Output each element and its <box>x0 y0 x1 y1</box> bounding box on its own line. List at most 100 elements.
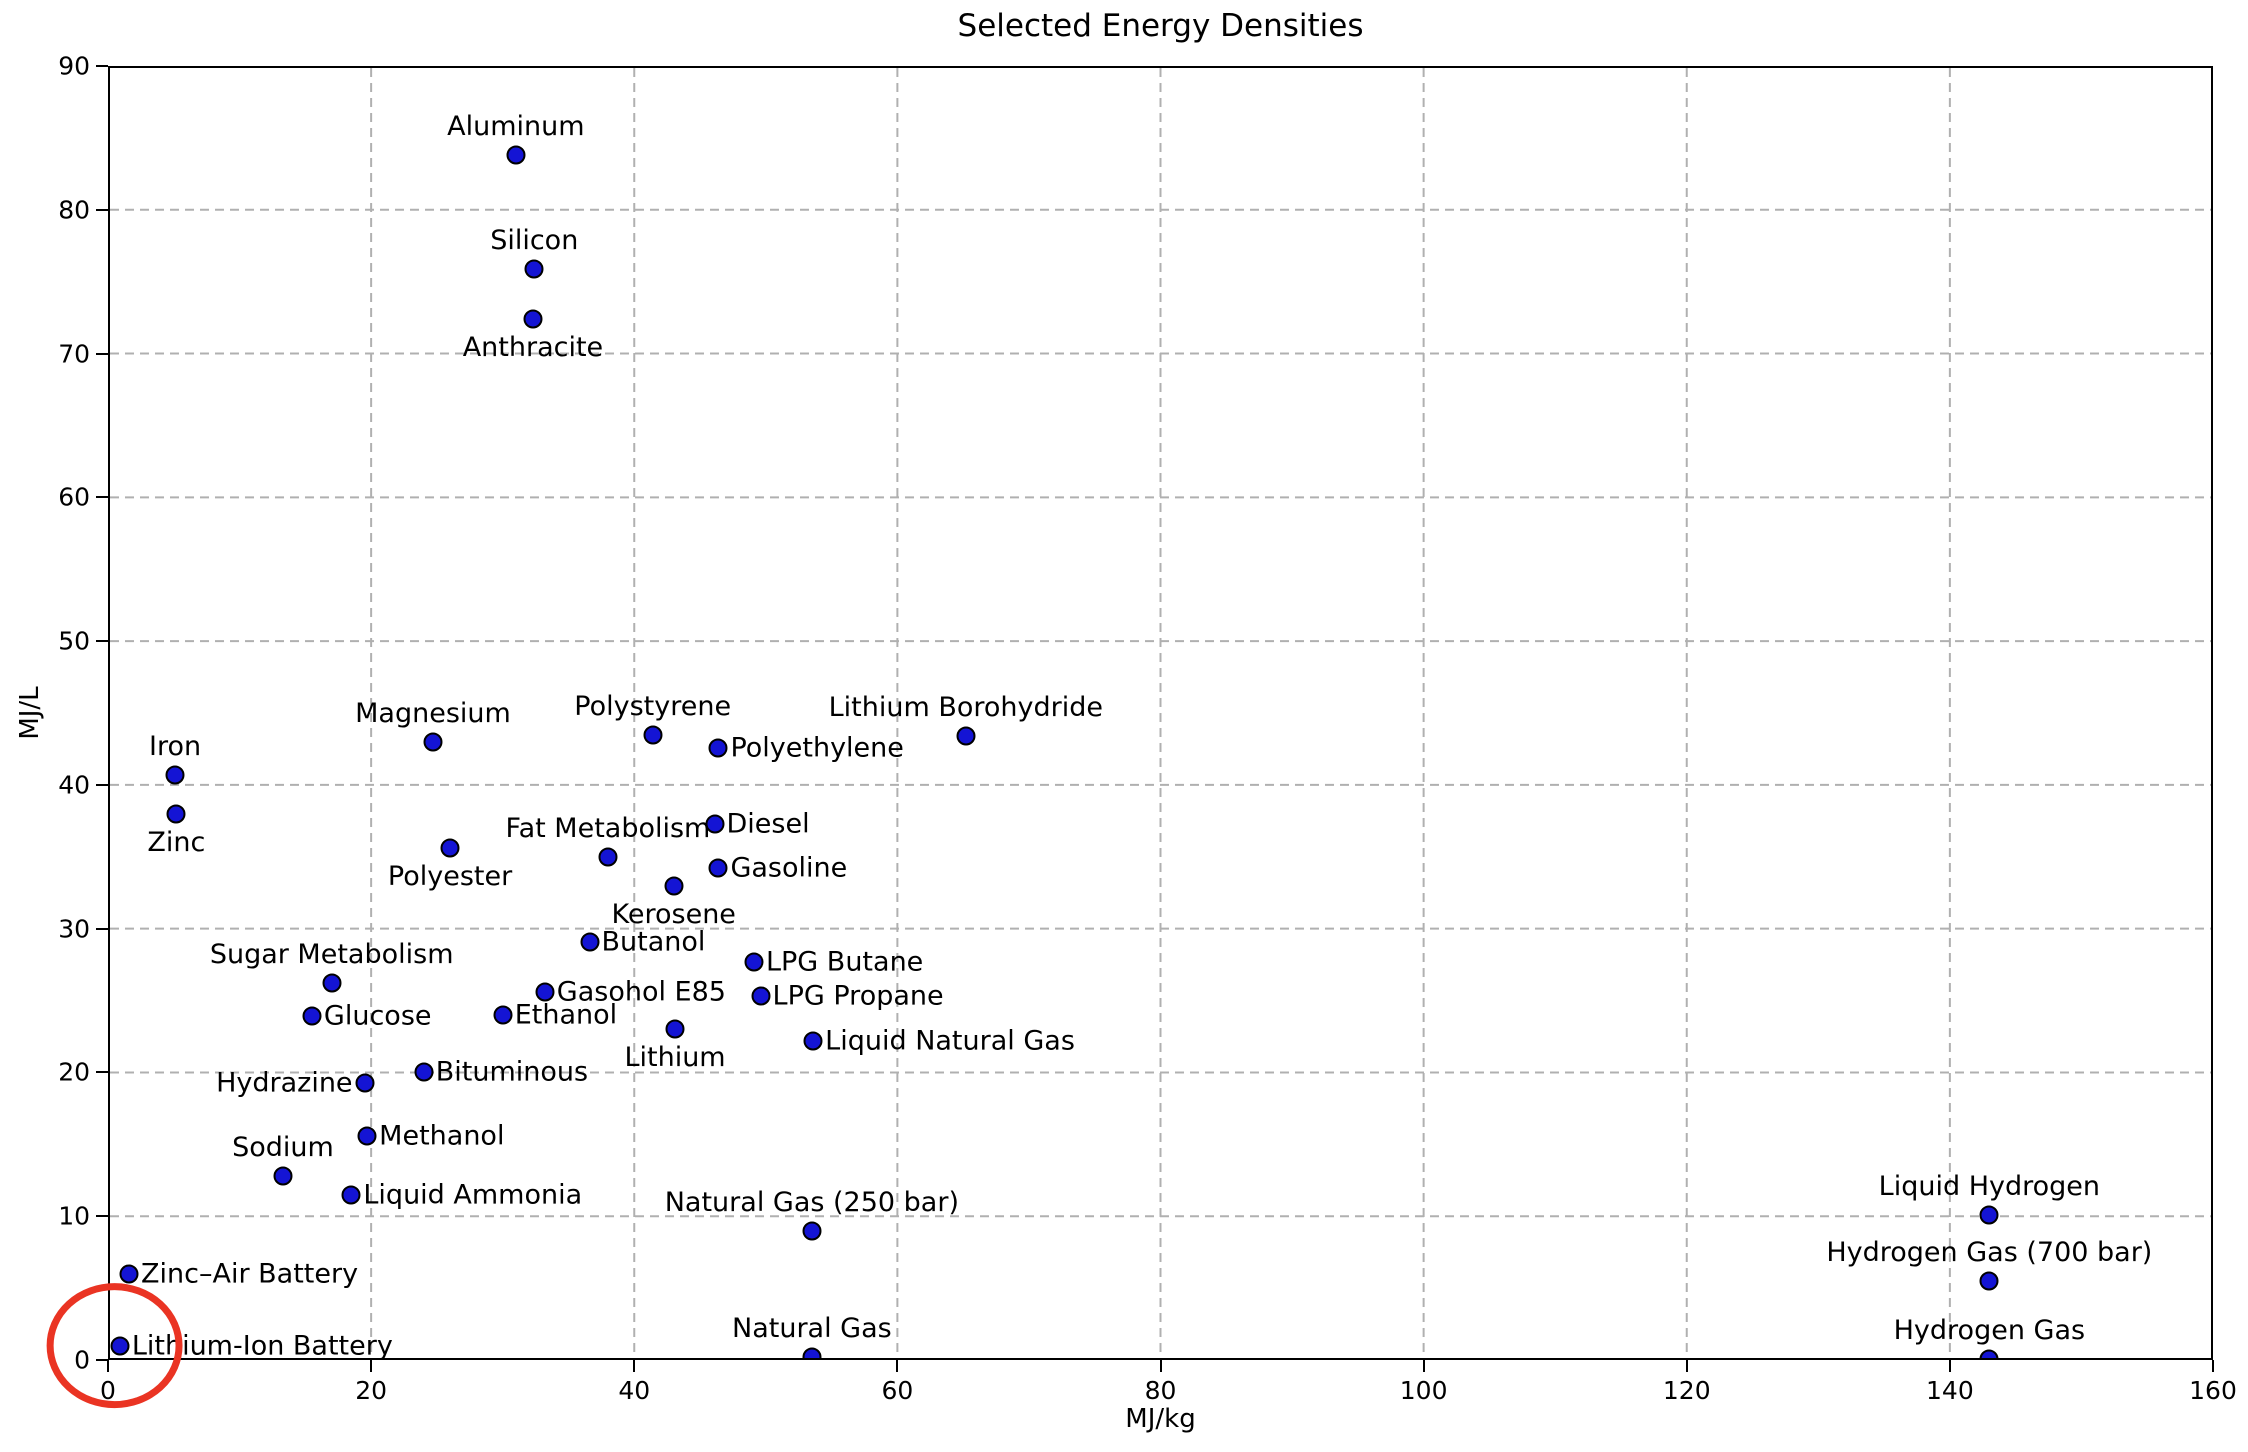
data-point-label: Liquid Natural Gas <box>825 1025 1075 1057</box>
data-point-label: Natural Gas <box>732 1313 892 1345</box>
y-tick <box>96 783 108 786</box>
data-point-label: Sodium <box>232 1131 334 1163</box>
x-tick <box>1685 1360 1688 1372</box>
chart-title: Selected Energy Densities <box>957 8 1364 44</box>
data-point-label: Liquid Hydrogen <box>1878 1170 2101 1202</box>
y-tick <box>96 1215 108 1218</box>
data-point-label: LPG Propane <box>772 980 944 1012</box>
data-point-label: Kerosene <box>611 898 736 930</box>
data-point-marker <box>414 1062 434 1082</box>
data-point-marker <box>166 804 186 824</box>
data-point-marker <box>506 145 526 165</box>
y-tick-label: 20 <box>58 1057 90 1087</box>
x-tick <box>107 1360 109 1372</box>
data-point-label: Lithium-Ion Battery <box>131 1330 393 1358</box>
data-point-marker <box>708 738 728 757</box>
data-point-label: Zinc–Air Battery <box>141 1258 359 1290</box>
y-tick-label: 70 <box>58 339 90 369</box>
x-tick <box>1422 1360 1425 1372</box>
data-point-label: Polyester <box>387 861 513 893</box>
data-point-marker <box>423 732 443 752</box>
data-point-label: Lithium Borohydride <box>828 691 1103 723</box>
data-point-label: Sugar Metabolism <box>209 939 454 971</box>
data-point-label: Hydrogen Gas (700 bar) <box>1826 1236 2153 1268</box>
x-tick-label: 40 <box>618 1376 651 1405</box>
gridline-layer <box>110 68 2211 1358</box>
data-point-label: Fat Metabolism <box>505 812 711 844</box>
data-point-label: Polyethylene <box>730 731 904 763</box>
data-point-label: Polystyrene <box>574 690 732 722</box>
y-tick <box>96 1071 108 1074</box>
data-point-marker <box>341 1185 361 1205</box>
x-tick <box>1159 1360 1162 1372</box>
data-point-marker <box>302 1006 322 1026</box>
x-tick <box>1948 1360 1951 1372</box>
data-point-label: Silicon <box>490 224 579 256</box>
x-tick-label: 0 <box>100 1376 116 1405</box>
data-point-marker <box>580 932 600 952</box>
data-point-marker <box>357 1126 377 1146</box>
data-point-marker <box>598 847 618 867</box>
data-point-marker <box>165 765 185 785</box>
data-point-marker <box>1979 1271 1999 1291</box>
data-point-label: Hydrogen Gas <box>1893 1314 2086 1346</box>
data-point-marker <box>751 986 771 1006</box>
data-point-marker <box>802 1347 822 1358</box>
y-tick <box>96 640 108 643</box>
x-tick <box>2212 1360 2214 1372</box>
data-point-marker <box>322 973 342 993</box>
x-tick-label: 60 <box>881 1376 914 1405</box>
data-point-label: Butanol <box>601 926 706 958</box>
data-point-label: Lithium <box>624 1042 726 1074</box>
data-point-marker <box>119 1264 139 1284</box>
data-point-label: Gasohol E85 <box>556 976 726 1008</box>
x-tick-label: 100 <box>1399 1376 1448 1405</box>
data-point-marker <box>665 1019 685 1039</box>
data-point-marker <box>273 1166 293 1186</box>
y-tick <box>96 208 108 211</box>
x-tick-label: 140 <box>1926 1376 1974 1405</box>
y-tick-label: 10 <box>58 1201 90 1231</box>
data-point-label: Bituminous <box>435 1056 589 1088</box>
data-point-label: Methanol <box>379 1120 505 1152</box>
y-tick-label: 40 <box>58 770 90 800</box>
x-tick-label: 20 <box>355 1376 388 1405</box>
data-point-marker <box>664 876 684 896</box>
data-point-label: Aluminum <box>447 111 585 143</box>
y-tick-label: 60 <box>58 482 90 512</box>
data-point-label: LPG Butane <box>765 946 924 978</box>
data-point-label: Glucose <box>323 1000 432 1032</box>
data-point-label: Liquid Ammonia <box>363 1179 583 1211</box>
y-tick <box>96 927 108 930</box>
x-tick <box>633 1360 636 1372</box>
data-point-marker <box>1979 1349 1999 1358</box>
data-point-marker <box>1979 1205 1999 1225</box>
x-axis-label: MJ/kg <box>1125 1404 1196 1434</box>
data-point-marker <box>708 858 728 878</box>
data-point-marker <box>744 952 764 972</box>
data-point-label: Diesel <box>726 808 810 840</box>
x-tick-label: 120 <box>1662 1376 1711 1405</box>
x-tick-label: 80 <box>1144 1376 1177 1405</box>
plot-region: Aluminum Silicon Anthracite Magnesium Iron Zi… <box>110 68 2211 1358</box>
data-point-marker <box>110 1336 130 1356</box>
data-point-marker <box>802 1221 822 1241</box>
data-point-label: Gasoline <box>730 852 848 884</box>
x-tick <box>896 1360 899 1372</box>
x-tick-label: 160 <box>2189 1376 2237 1405</box>
data-point-marker <box>705 814 724 834</box>
data-point-marker <box>493 1005 513 1025</box>
y-tick-label: 90 <box>58 51 90 81</box>
data-point-marker <box>643 725 663 745</box>
data-point-marker <box>524 259 544 279</box>
data-point-marker <box>803 1031 823 1051</box>
data-point-label: Hydrazine <box>216 1066 353 1098</box>
y-axis-label: MJ/L <box>15 686 45 740</box>
y-tick <box>96 1359 108 1361</box>
y-tick <box>96 496 108 499</box>
data-point-label: Iron <box>149 730 202 762</box>
y-tick-label: 0 <box>74 1345 90 1375</box>
data-point-label: Zinc <box>147 826 206 858</box>
data-point-label: Natural Gas (250 bar) <box>664 1186 959 1218</box>
